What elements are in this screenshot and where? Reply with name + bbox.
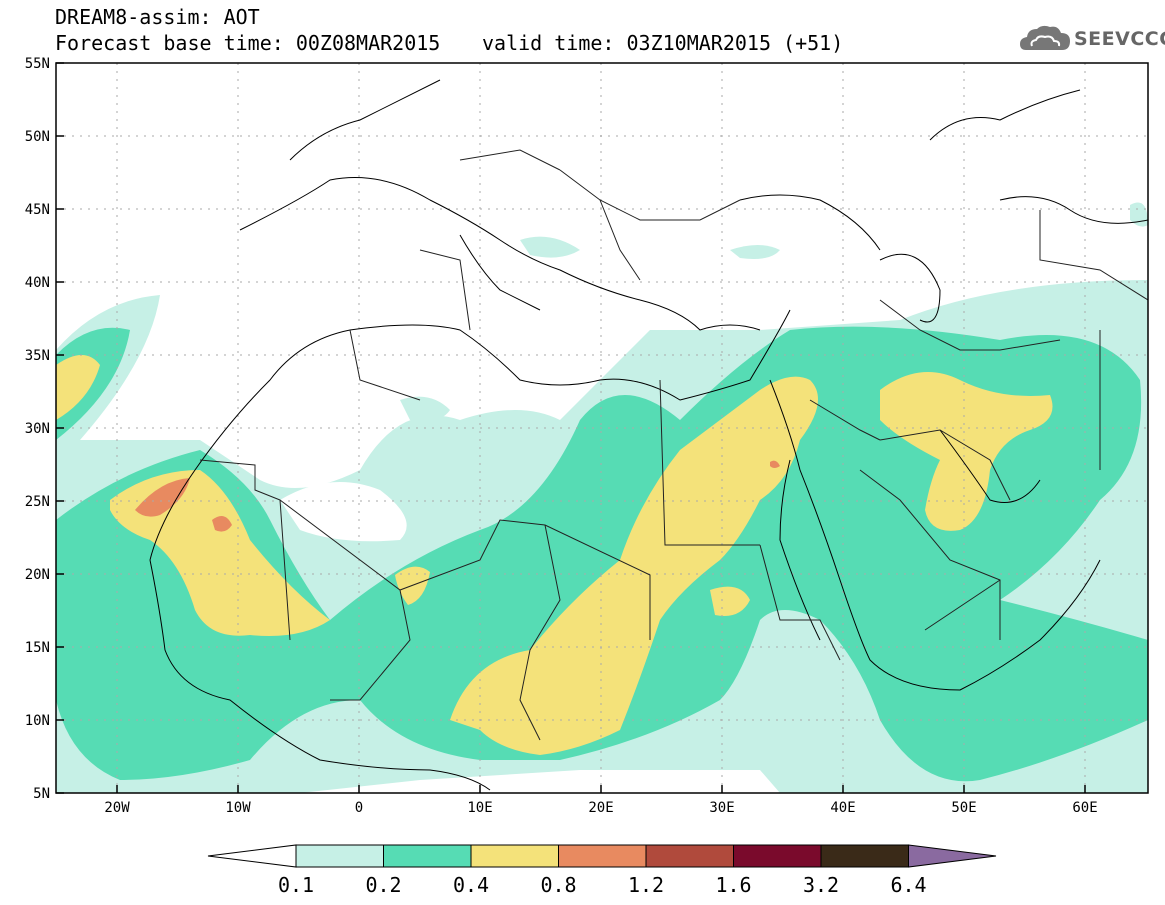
map-title: DREAM8-assim: AOT [55,5,260,29]
valid-time: valid time: 03Z10MAR2015 (+51) [482,31,844,55]
colorbar-segment [295,844,384,868]
lat-label-10n: 10N [25,713,50,729]
lon-label-50e: 50E [951,800,976,816]
lon-label-10e: 10E [467,800,492,816]
lat-label-50n: 50N [25,129,50,145]
forecast-base-time: Forecast base time: 00Z08MAR2015 [55,31,441,55]
colorbar-segment [558,844,647,868]
colorbar-over-triangle [908,844,997,868]
coastlines [149,79,1148,791]
colorbar-segment [820,844,909,868]
colorbar-segment [383,844,472,868]
colorbar-segment [733,844,822,868]
lat-label-55n: 55N [25,56,50,72]
colorbar-label: 1.6 [715,873,751,897]
lat-label-35n: 35N [25,348,50,364]
colorbar-label: 3.2 [803,873,839,897]
lon-label-60e: 60E [1072,800,1097,816]
colorbar-label: 1.2 [628,873,664,897]
lat-ticks [56,62,64,794]
colorbar-segment [645,844,734,868]
map-area [56,63,1148,793]
colorbar-label: 0.4 [453,873,489,897]
colorbar-label: 6.4 [890,873,926,897]
colorbar-label: 0.2 [365,873,401,897]
lon-label-10w: 10W [225,800,251,816]
lon-label-20w: 20W [104,800,130,816]
grid-lines [56,63,1148,793]
lon-label-40e: 40E [830,800,855,816]
lat-label-15n: 15N [25,640,50,656]
lat-label-5n: 5N [33,786,50,802]
colorbar-under-triangle [207,844,297,868]
lat-label-40n: 40N [25,275,50,291]
seevccc-logo: SEEVCCC [1018,22,1165,56]
aot-field [56,202,1148,793]
lat-label-45n: 45N [25,202,50,218]
country-borders [199,149,1148,741]
lon-label-20e: 20E [588,800,613,816]
lat-label-20n: 20N [25,567,50,583]
colorbar-label: 0.8 [540,873,576,897]
lat-label-30n: 30N [25,421,50,437]
colorbar [207,844,997,868]
logo-text: SEEVCCC [1074,28,1165,50]
colorbar-segment [470,844,559,868]
lon-label-0: 0 [355,800,363,816]
colorbar-label: 0.1 [278,873,314,897]
cloud-icon [1020,25,1070,50]
lat-label-25n: 25N [25,494,50,510]
lon-ticks [116,785,1086,793]
lon-label-30e: 30E [709,800,734,816]
